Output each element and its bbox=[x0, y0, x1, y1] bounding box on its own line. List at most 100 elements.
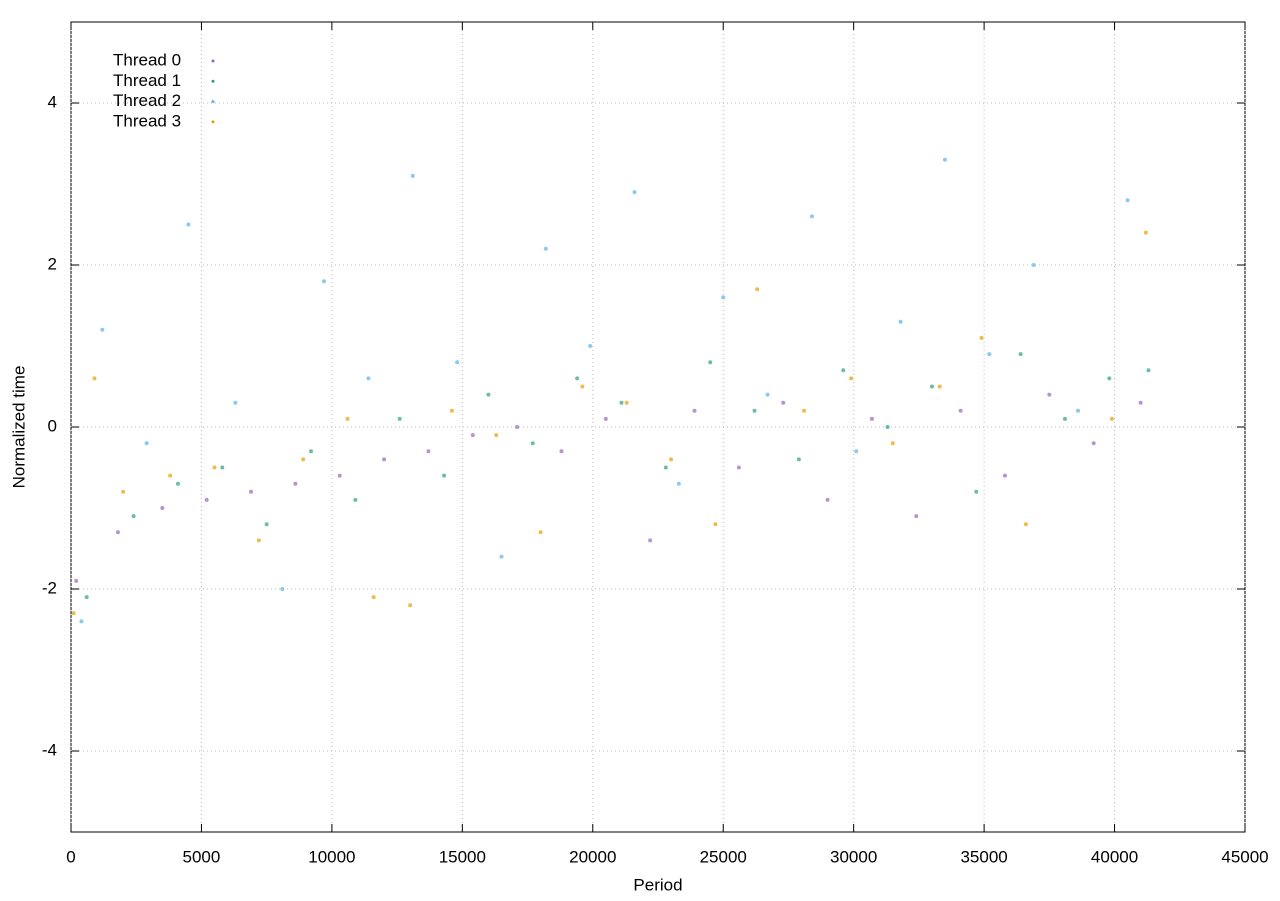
point bbox=[212, 465, 217, 470]
point bbox=[765, 392, 770, 397]
point bbox=[470, 433, 475, 438]
point bbox=[494, 433, 499, 438]
y-tick-label: -4 bbox=[42, 740, 57, 759]
point bbox=[1138, 400, 1143, 405]
legend-label: Thread 0 bbox=[113, 50, 181, 69]
point bbox=[121, 489, 126, 494]
x-tick-label: 30000 bbox=[830, 847, 877, 866]
point bbox=[408, 603, 413, 608]
x-tick-label: 40000 bbox=[1091, 847, 1138, 866]
point bbox=[442, 473, 447, 478]
point bbox=[624, 400, 629, 405]
point bbox=[796, 457, 801, 462]
point bbox=[345, 416, 350, 421]
point bbox=[929, 384, 934, 389]
point bbox=[486, 392, 491, 397]
x-axis-label: Period bbox=[633, 875, 682, 894]
point bbox=[802, 408, 807, 413]
point bbox=[713, 522, 718, 527]
point bbox=[543, 246, 548, 251]
point bbox=[74, 578, 79, 583]
grid: -4 -2 0 2 4 0 5000 10000 15000 20000 25000 30000 350… bbox=[42, 22, 1269, 866]
x-tick-label: 15000 bbox=[439, 847, 486, 866]
points bbox=[71, 157, 1151, 624]
y-tick-label: 0 bbox=[48, 416, 57, 435]
point bbox=[1018, 352, 1023, 357]
point bbox=[580, 384, 585, 389]
point bbox=[937, 384, 942, 389]
point bbox=[455, 360, 460, 365]
point bbox=[293, 481, 298, 486]
point bbox=[499, 554, 504, 559]
y-tick-label: -2 bbox=[42, 578, 57, 597]
point bbox=[1031, 263, 1036, 267]
point bbox=[337, 473, 342, 478]
point bbox=[663, 465, 668, 470]
point bbox=[84, 595, 89, 600]
point bbox=[603, 416, 608, 421]
point bbox=[131, 514, 136, 519]
point bbox=[144, 441, 149, 446]
point bbox=[736, 465, 741, 470]
point bbox=[1091, 441, 1096, 446]
point bbox=[397, 416, 402, 421]
point bbox=[366, 376, 371, 381]
point bbox=[1146, 368, 1151, 373]
point bbox=[233, 400, 238, 405]
point bbox=[186, 222, 191, 227]
y-axis-label: Normalized time bbox=[9, 366, 28, 489]
point bbox=[559, 449, 564, 454]
point bbox=[322, 279, 327, 284]
point bbox=[1109, 416, 1114, 421]
point bbox=[1047, 392, 1052, 397]
point bbox=[353, 497, 358, 502]
legend-swatch bbox=[211, 59, 215, 63]
point bbox=[249, 489, 254, 494]
point bbox=[115, 530, 120, 535]
point bbox=[1062, 416, 1067, 421]
legend-label: Thread 2 bbox=[113, 91, 181, 110]
point bbox=[1076, 408, 1081, 413]
point bbox=[220, 465, 225, 470]
point bbox=[619, 400, 624, 405]
point bbox=[538, 530, 543, 535]
point bbox=[371, 595, 376, 600]
point bbox=[898, 319, 903, 324]
x-tick-label: 0 bbox=[66, 847, 75, 866]
point bbox=[692, 408, 697, 413]
x-tick-label: 5000 bbox=[183, 847, 221, 866]
point bbox=[974, 489, 979, 494]
point bbox=[914, 514, 919, 519]
point bbox=[426, 449, 431, 454]
point bbox=[755, 287, 760, 292]
point bbox=[1143, 230, 1148, 235]
point bbox=[676, 481, 681, 486]
point bbox=[890, 441, 895, 446]
point bbox=[979, 335, 984, 340]
point bbox=[669, 457, 674, 462]
point bbox=[71, 611, 76, 616]
y-tick-label: 4 bbox=[48, 92, 57, 111]
point bbox=[449, 408, 454, 413]
point bbox=[168, 473, 173, 478]
point bbox=[854, 449, 859, 454]
point bbox=[309, 449, 314, 454]
point bbox=[885, 425, 890, 429]
point bbox=[849, 376, 854, 381]
point bbox=[301, 457, 306, 462]
point bbox=[869, 416, 874, 421]
x-tick-label: 25000 bbox=[700, 847, 747, 866]
point bbox=[942, 157, 947, 162]
point bbox=[632, 190, 637, 195]
point bbox=[958, 408, 963, 413]
point bbox=[987, 352, 992, 357]
legend-label: Thread 1 bbox=[113, 71, 181, 90]
legend-swatch bbox=[211, 79, 215, 83]
point bbox=[648, 538, 653, 543]
point bbox=[515, 425, 520, 429]
point bbox=[841, 368, 846, 373]
point bbox=[1125, 198, 1130, 203]
point bbox=[92, 376, 97, 381]
point bbox=[575, 376, 580, 381]
